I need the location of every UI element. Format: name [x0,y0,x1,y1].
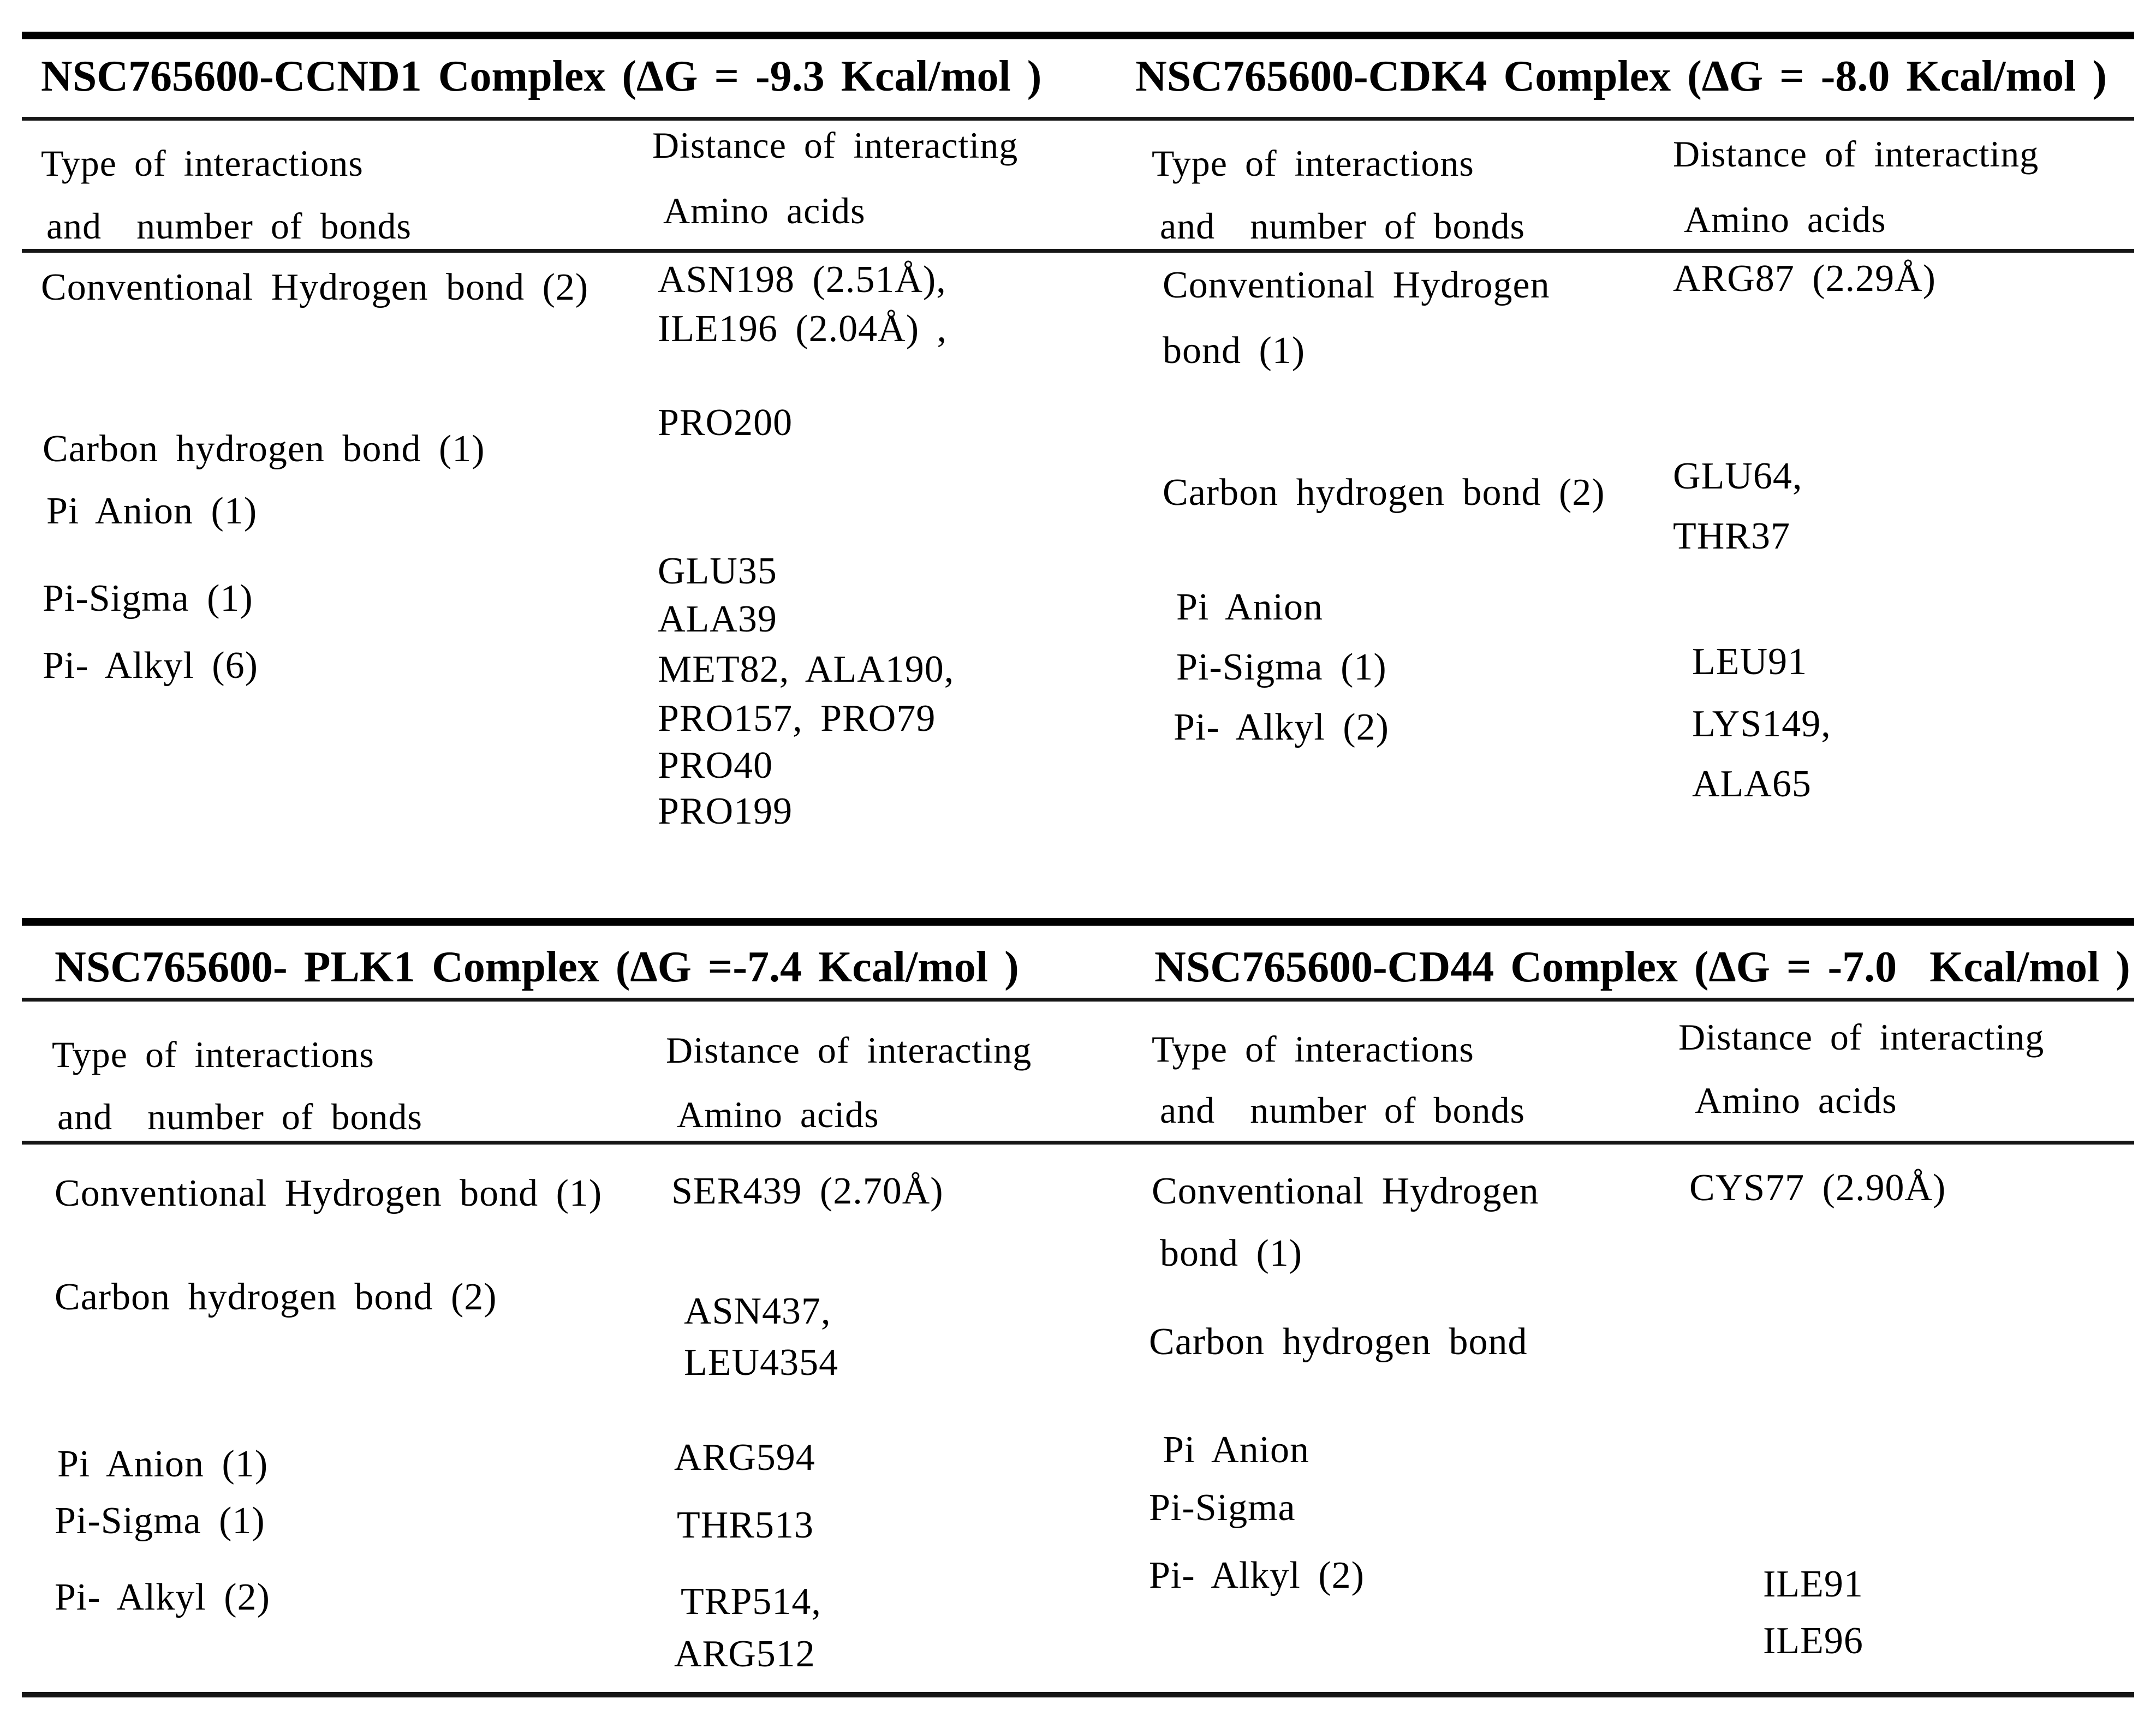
amino-acid: ARG87 (2.29Å) [1673,258,1936,300]
col-header-interactions-line2: and number of bonds [46,205,412,247]
amino-acid: TRP514, [681,1581,821,1623]
amino-acid: ILE91 [1763,1563,1863,1605]
amino-acid: PRO199 [658,790,793,832]
interaction-type: Conventional Hydrogen [1152,1170,1539,1212]
complex-title-cdk4: NSC765600-CDK4 Complex (ΔG = -8.0 Kcal/m… [1135,52,2107,100]
table-bottom-rule [22,1692,2134,1697]
amino-acid: ASN198 (2.51Å), [658,259,946,301]
amino-acid: PRO200 [658,402,793,444]
interaction-type: Pi- Alkyl (2) [1149,1554,1365,1596]
interaction-type: Pi- Alkyl (2) [1174,706,1389,748]
interaction-type: Conventional Hydrogen bond (2) [41,266,589,308]
interaction-type: Pi-Sigma (1) [1176,646,1387,688]
interaction-type: Pi-Sigma (1) [55,1500,265,1542]
interaction-type: Pi-Sigma (1) [43,577,253,619]
amino-acid: THR513 [677,1504,814,1546]
interaction-type: Pi- Alkyl (2) [55,1576,270,1618]
table-top-rule [22,32,2134,39]
col-header-interactions-line1: Type of interactions [52,1034,374,1075]
interaction-type: Conventional Hydrogen [1163,264,1550,306]
interaction-type: Pi Anion (1) [46,490,258,532]
interaction-type: Pi Anion [1163,1429,1310,1471]
col-header-interactions-line2: and number of bonds [57,1096,423,1137]
amino-acid: LEU4354 [684,1342,839,1384]
complex-title-ccnd1: NSC765600-CCND1 Complex (ΔG = -9.3 Kcal/… [41,52,1042,100]
amino-acid: ALA65 [1692,763,1812,805]
interaction-type: Pi Anion [1176,586,1324,628]
complex-title-plk1: NSC765600- PLK1 Complex (ΔG =-7.4 Kcal/m… [55,943,1019,991]
amino-acid: LYS149, [1692,703,1831,745]
interaction-type: Conventional Hydrogen bond (1) [55,1172,603,1214]
interaction-type: bond (1) [1160,1232,1303,1274]
col-header-distance-line2: Amino acids [1684,199,1886,240]
interaction-type: Carbon hydrogen bond (2) [1163,472,1605,514]
col-header-distance-line1: Distance of interacting [1673,133,2039,175]
rule-under-top-titles [22,117,2134,121]
col-header-distance-line2: Amino acids [1695,1080,1897,1121]
interaction-type: Pi-Sigma [1149,1487,1296,1529]
interaction-type: Carbon hydrogen bond (2) [55,1276,497,1318]
col-header-interactions-line2: and number of bonds [1160,205,1526,247]
amino-acid: MET82, ALA190, [658,648,955,690]
col-header-interactions-line1: Type of interactions [41,142,364,184]
amino-acid: PRO157, PRO79 [658,698,936,740]
table-middle-rule [22,918,2134,926]
col-header-distance-line1: Distance of interacting [666,1029,1032,1071]
amino-acid: ALA39 [658,598,777,640]
interaction-type: Carbon hydrogen bond (1) [43,428,485,470]
amino-acid: PRO40 [658,744,773,786]
amino-acid: THR37 [1673,515,1790,557]
amino-acid: ARG594 [674,1437,815,1479]
col-header-interactions-line1: Type of interactions [1152,1028,1474,1070]
col-header-interactions-line2: and number of bonds [1160,1089,1526,1131]
rule-under-top-colheaders [22,249,2134,253]
interaction-type: Carbon hydrogen bond [1149,1321,1528,1363]
col-header-distance-line1: Distance of interacting [1678,1016,2045,1058]
amino-acid: ILE96 [1763,1620,1863,1662]
amino-acid: ASN437, [684,1290,831,1332]
amino-acid: CYS77 (2.90Å) [1689,1167,1946,1209]
col-header-distance-line2: Amino acids [677,1094,879,1135]
rule-under-bottom-colheaders [22,1141,2134,1145]
amino-acid: ILE196 (2.04Å) , [658,308,948,350]
amino-acid: GLU64, [1673,455,1803,497]
interaction-type: bond (1) [1163,330,1306,372]
amino-acid: ARG512 [674,1633,815,1675]
interaction-type: Pi- Alkyl (6) [43,645,258,687]
rule-under-bottom-titles [22,998,2134,1002]
amino-acid: SER439 (2.70Å) [671,1170,944,1212]
amino-acid: LEU91 [1692,641,1808,683]
col-header-distance-line1: Distance of interacting [652,124,1019,166]
col-header-interactions-line1: Type of interactions [1152,142,1474,184]
interaction-type: Pi Anion (1) [57,1443,269,1485]
complex-title-cd44: NSC765600-CD44 Complex (ΔG = -7.0 Kcal/m… [1154,943,2130,991]
col-header-distance-line2: Amino acids [663,190,866,231]
amino-acid: GLU35 [658,550,777,592]
